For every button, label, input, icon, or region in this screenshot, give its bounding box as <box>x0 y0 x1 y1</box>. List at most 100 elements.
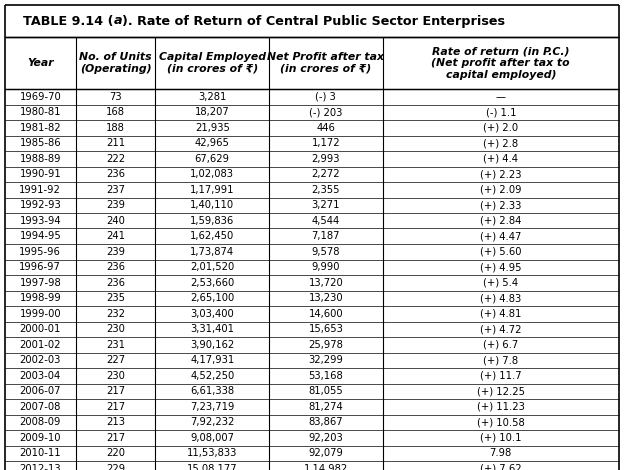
Text: 7,187: 7,187 <box>311 231 340 241</box>
Text: 81,055: 81,055 <box>308 386 343 396</box>
Bar <box>5 5 619 37</box>
Text: 446: 446 <box>316 123 335 133</box>
Text: 83,867: 83,867 <box>308 417 343 427</box>
Text: 230: 230 <box>106 371 125 381</box>
Text: 1,62,450: 1,62,450 <box>190 231 235 241</box>
Text: (-) 203: (-) 203 <box>309 107 343 117</box>
Text: 2,01,520: 2,01,520 <box>190 262 235 272</box>
Text: 211: 211 <box>106 138 125 148</box>
Text: 1969-70: 1969-70 <box>19 92 61 102</box>
Text: 11,53,833: 11,53,833 <box>187 448 237 458</box>
Text: 21,935: 21,935 <box>195 123 230 133</box>
Text: 217: 217 <box>106 402 125 412</box>
Text: 213: 213 <box>106 417 125 427</box>
Text: 2010-11: 2010-11 <box>19 448 61 458</box>
Text: 1993-94: 1993-94 <box>19 216 61 226</box>
Text: 236: 236 <box>106 262 125 272</box>
Text: 222: 222 <box>106 154 125 164</box>
Text: 1994-95: 1994-95 <box>19 231 61 241</box>
Text: 1985-86: 1985-86 <box>19 138 61 148</box>
Text: 231: 231 <box>106 340 125 350</box>
Text: 1995-96: 1995-96 <box>19 247 61 257</box>
Text: (+) 7.62: (+) 7.62 <box>480 464 522 470</box>
Text: 230: 230 <box>106 324 125 334</box>
Text: 3,03,400: 3,03,400 <box>190 309 234 319</box>
Text: 2,355: 2,355 <box>311 185 340 195</box>
Text: 2,53,660: 2,53,660 <box>190 278 235 288</box>
Text: (+) 7.8: (+) 7.8 <box>483 355 519 365</box>
Text: Rate of return (in P.C.)
(Net profit after tax to
capital employed): Rate of return (in P.C.) (Net profit aft… <box>431 47 570 79</box>
Text: 217: 217 <box>106 386 125 396</box>
Text: (+) 2.8: (+) 2.8 <box>483 138 519 148</box>
Text: TABLE 9.14 (: TABLE 9.14 ( <box>23 15 114 28</box>
Text: Capital Employed
(in crores of ₹): Capital Employed (in crores of ₹) <box>158 52 266 74</box>
Text: 4,52,250: 4,52,250 <box>190 371 235 381</box>
Text: 2000-01: 2000-01 <box>19 324 61 334</box>
Text: 2,65,100: 2,65,100 <box>190 293 235 303</box>
Text: 14,600: 14,600 <box>308 309 343 319</box>
Text: 42,965: 42,965 <box>195 138 230 148</box>
Text: 13,720: 13,720 <box>308 278 343 288</box>
Text: 7,23,719: 7,23,719 <box>190 402 235 412</box>
Text: 220: 220 <box>106 448 125 458</box>
Text: 1991-92: 1991-92 <box>19 185 61 195</box>
Text: 25,978: 25,978 <box>308 340 343 350</box>
Text: (+) 2.84: (+) 2.84 <box>480 216 522 226</box>
Text: (+) 4.83: (+) 4.83 <box>480 293 522 303</box>
Text: 1990-91: 1990-91 <box>19 169 61 179</box>
Text: 235: 235 <box>106 293 125 303</box>
Text: 1,59,836: 1,59,836 <box>190 216 235 226</box>
Text: 227: 227 <box>106 355 125 365</box>
Text: 1981-82: 1981-82 <box>19 123 61 133</box>
Text: 67,629: 67,629 <box>195 154 230 164</box>
Text: 73: 73 <box>109 92 122 102</box>
Text: 1,73,874: 1,73,874 <box>190 247 234 257</box>
Text: 7.98: 7.98 <box>490 448 512 458</box>
Text: 236: 236 <box>106 169 125 179</box>
Text: 2003-04: 2003-04 <box>20 371 61 381</box>
Text: —: — <box>496 92 506 102</box>
Text: (+) 4.95: (+) 4.95 <box>480 262 522 272</box>
Text: 188: 188 <box>106 123 125 133</box>
Text: 1980-81: 1980-81 <box>19 107 61 117</box>
Text: (+) 6.7: (+) 6.7 <box>483 340 519 350</box>
Text: 7,92,232: 7,92,232 <box>190 417 235 427</box>
Text: (+) 5.60: (+) 5.60 <box>480 247 522 257</box>
Text: 2001-02: 2001-02 <box>19 340 61 350</box>
Text: 9,08,007: 9,08,007 <box>190 433 234 443</box>
Text: 4,17,931: 4,17,931 <box>190 355 235 365</box>
Text: 2,272: 2,272 <box>311 169 340 179</box>
Text: 3,90,162: 3,90,162 <box>190 340 235 350</box>
Text: 1992-93: 1992-93 <box>19 200 61 210</box>
Text: 9,990: 9,990 <box>311 262 340 272</box>
Text: 3,271: 3,271 <box>311 200 340 210</box>
Text: 1998-99: 1998-99 <box>19 293 61 303</box>
Text: Net Profit after tax
(in crores of ₹): Net Profit after tax (in crores of ₹) <box>267 52 384 74</box>
Text: 1997-98: 1997-98 <box>19 278 61 288</box>
Text: Year: Year <box>27 58 54 68</box>
Text: 2,993: 2,993 <box>311 154 340 164</box>
Text: 13,230: 13,230 <box>308 293 343 303</box>
Text: 81,274: 81,274 <box>308 402 343 412</box>
Text: 3,31,401: 3,31,401 <box>190 324 234 334</box>
Text: ). Rate of Return of Central Public Sector Enterprises: ). Rate of Return of Central Public Sect… <box>122 15 505 28</box>
Text: 92,079: 92,079 <box>308 448 343 458</box>
Text: (-) 3: (-) 3 <box>316 92 336 102</box>
Text: 1,172: 1,172 <box>311 138 340 148</box>
Text: 1,02,083: 1,02,083 <box>190 169 234 179</box>
Text: 2008-09: 2008-09 <box>19 417 61 427</box>
Text: 9,578: 9,578 <box>311 247 340 257</box>
Text: (+) 4.72: (+) 4.72 <box>480 324 522 334</box>
Text: 2007-08: 2007-08 <box>19 402 61 412</box>
Text: 15,653: 15,653 <box>308 324 343 334</box>
Text: 2006-07: 2006-07 <box>19 386 61 396</box>
Text: 2012-13: 2012-13 <box>19 464 61 470</box>
Text: (+) 10.1: (+) 10.1 <box>480 433 522 443</box>
Text: 4,544: 4,544 <box>312 216 340 226</box>
Text: No. of Units
(Operating): No. of Units (Operating) <box>79 52 152 74</box>
Text: 32,299: 32,299 <box>308 355 343 365</box>
Text: 1996-97: 1996-97 <box>19 262 61 272</box>
Text: 239: 239 <box>106 200 125 210</box>
Text: (+) 12.25: (+) 12.25 <box>477 386 525 396</box>
Text: (+) 11.23: (+) 11.23 <box>477 402 525 412</box>
